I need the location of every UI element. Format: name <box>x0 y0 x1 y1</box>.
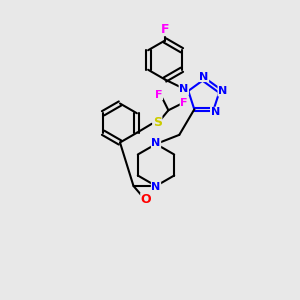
Text: N: N <box>179 84 188 94</box>
Text: F: F <box>161 22 169 36</box>
Text: N: N <box>200 71 208 82</box>
Text: N: N <box>152 137 160 148</box>
Text: N: N <box>218 86 227 96</box>
Text: S: S <box>153 116 162 129</box>
Text: F: F <box>155 90 163 100</box>
Text: N: N <box>211 107 220 117</box>
Text: O: O <box>141 193 152 206</box>
Text: F: F <box>180 98 188 108</box>
Text: N: N <box>152 182 160 193</box>
